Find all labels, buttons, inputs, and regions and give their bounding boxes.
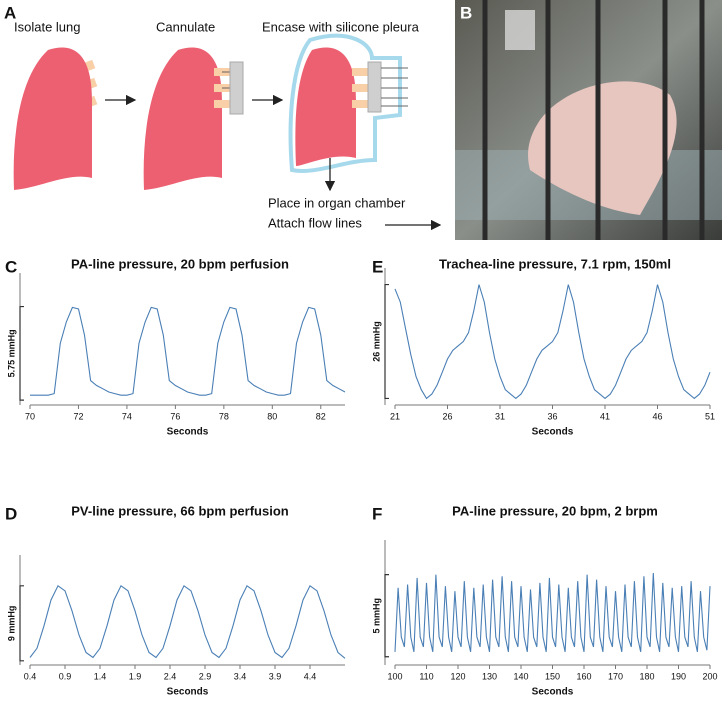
- x-tick-label: 46: [652, 411, 662, 421]
- panel-a: A Isolate lung Cannulate Encase with sil…: [4, 3, 442, 230]
- x-tick-label: 160: [576, 671, 591, 681]
- x-tick-label: 1.9: [129, 671, 142, 681]
- scale-bar: [19, 585, 24, 662]
- scale-bar-label: 26 mmHg: [371, 321, 381, 362]
- trace: [394, 572, 711, 653]
- x-tick-label: 36: [547, 411, 557, 421]
- x-tick-label: 3.4: [234, 671, 247, 681]
- chart-title: PA-line pressure, 20 bpm perfusion: [71, 256, 289, 271]
- lung: [13, 47, 98, 190]
- x-tick-label: 0.9: [59, 671, 72, 681]
- x-tick-label: 0.4: [24, 671, 37, 681]
- chart-title: PA-line pressure, 20 bpm, 2 brpm: [452, 503, 658, 518]
- x-tick-label: 1.4: [94, 671, 107, 681]
- step-label: Encase with silicone pleura: [262, 19, 420, 34]
- encased-lung: [288, 33, 408, 173]
- x-tick-label: 150: [545, 671, 560, 681]
- panel-letter: C: [5, 257, 17, 276]
- x-tick-label: 51: [705, 411, 715, 421]
- chart-panel: F PA-line pressure, 20 bpm, 2 brpm 100 110 1…: [371, 503, 717, 697]
- x-tick-label: 120: [450, 671, 465, 681]
- trace: [29, 584, 346, 659]
- x-tick-label: 21: [390, 411, 400, 421]
- x-tick-label: 130: [482, 671, 497, 681]
- x-tick-label: 180: [639, 671, 654, 681]
- x-tick-label: 74: [122, 411, 132, 421]
- x-tick-label: 82: [316, 411, 326, 421]
- x-tick-label: 100: [387, 671, 402, 681]
- x-axis-label: Seconds: [167, 427, 209, 438]
- scale-bar: [384, 283, 389, 400]
- x-tick-label: 70: [25, 411, 35, 421]
- panel-letter: E: [372, 257, 383, 276]
- x-tick-label: 41: [600, 411, 610, 421]
- chart-panel: E Trachea-line pressure, 7.1 rpm, 150ml 21…: [371, 256, 715, 437]
- panel-letter: A: [4, 3, 16, 22]
- x-tick-label: 190: [671, 671, 686, 681]
- x-tick-label: 2.4: [164, 671, 177, 681]
- note: Attach flow lines: [268, 215, 362, 230]
- x-tick-label: 4.4: [304, 671, 317, 681]
- trace: [30, 306, 346, 396]
- lung: [143, 47, 244, 190]
- panel-letter: F: [372, 504, 382, 523]
- x-tick-label: 140: [513, 671, 528, 681]
- x-axis-label: Seconds: [532, 427, 574, 438]
- x-tick-label: 200: [702, 671, 717, 681]
- x-tick-label: 170: [608, 671, 623, 681]
- chart-panel: C PA-line pressure, 20 bpm perfusion 70 72 7…: [5, 256, 346, 438]
- panel-b: B: [455, 0, 722, 240]
- x-tick-label: 2.9: [199, 671, 212, 681]
- note: Place in organ chamber: [268, 195, 406, 210]
- x-tick-label: 26: [442, 411, 452, 421]
- scale-bar: [384, 574, 389, 658]
- x-tick-label: 3.9: [269, 671, 282, 681]
- step-label: Isolate lung: [14, 19, 81, 34]
- x-axis-label: Seconds: [532, 687, 574, 698]
- x-tick-label: 78: [219, 411, 229, 421]
- chart-title: Trachea-line pressure, 7.1 rpm, 150ml: [439, 256, 671, 271]
- x-tick-label: 72: [73, 411, 83, 421]
- panel-letter: B: [460, 3, 472, 22]
- step-label: Cannulate: [156, 19, 215, 34]
- chart-panel: D PV-line pressure, 66 bpm perfusion 0.4 0.…: [5, 503, 346, 698]
- trace: [394, 284, 711, 400]
- x-tick-label: 110: [419, 671, 433, 681]
- x-tick-label: 80: [267, 411, 277, 421]
- chart-title: PV-line pressure, 66 bpm perfusion: [71, 503, 289, 518]
- x-tick-label: 31: [495, 411, 505, 421]
- scale-bar-label: 5.75 mmHg: [6, 329, 16, 377]
- x-tick-label: 76: [170, 411, 180, 421]
- x-axis-label: Seconds: [167, 687, 209, 698]
- scale-bar-label: 5 mmHg: [371, 598, 381, 634]
- panel-letter: D: [5, 504, 17, 523]
- scale-bar: [19, 305, 24, 401]
- scale-bar-label: 9 mmHg: [6, 606, 16, 642]
